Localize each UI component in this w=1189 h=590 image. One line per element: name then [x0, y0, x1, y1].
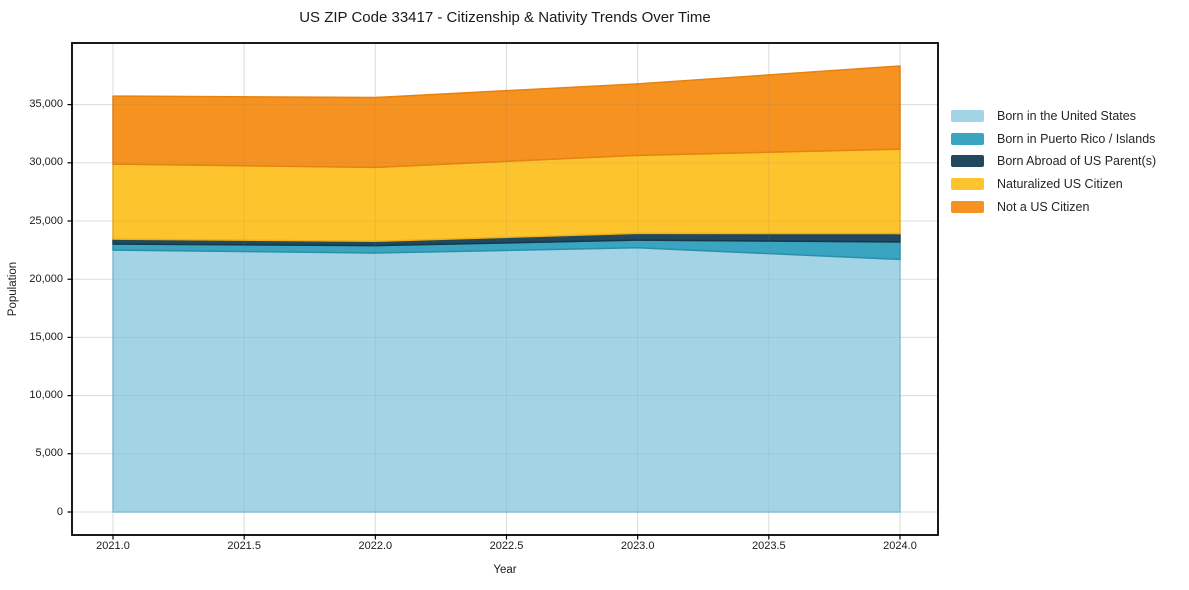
- x-tick-label: 2021.5: [227, 540, 261, 552]
- x-axis-title: Year: [493, 564, 517, 576]
- x-tick-label: 2022.5: [489, 540, 524, 552]
- legend-item: Not a US Citizen: [951, 195, 1156, 218]
- y-tick-label: 10,000: [29, 389, 63, 402]
- x-tick-label: 2022.0: [358, 540, 393, 552]
- legend-swatch: [951, 155, 984, 168]
- y-axis-title: Population: [7, 261, 19, 317]
- y-tick-label: 35,000: [29, 98, 63, 111]
- legend-label: Born in the United States: [997, 109, 1136, 124]
- y-tick-label: 30,000: [29, 156, 63, 169]
- legend: Born in the United States Born in Puerto …: [951, 105, 1156, 218]
- legend-item: Born Abroad of US Parent(s): [951, 150, 1156, 173]
- legend-label: Naturalized US Citizen: [997, 177, 1123, 192]
- legend-swatch: [951, 178, 984, 191]
- legend-swatch: [951, 132, 984, 145]
- x-tick-label: 2024.0: [883, 540, 917, 552]
- x-tick-label: 2023.5: [752, 540, 786, 552]
- chart-title: US ZIP Code 33417 - Citizenship & Nativi…: [299, 9, 711, 26]
- stacked-area-4: [112, 65, 901, 169]
- legend-item: Born in Puerto Rico / Islands: [951, 128, 1156, 151]
- x-tick-label: 2023.0: [620, 540, 655, 552]
- x-tick-label: 2021.0: [96, 540, 130, 552]
- legend-label: Not a US Citizen: [997, 199, 1090, 214]
- legend-label: Born Abroad of US Parent(s): [997, 154, 1157, 169]
- y-tick-label: 15,000: [29, 330, 63, 343]
- legend-item: Born in the United States: [951, 105, 1156, 128]
- y-tick-label: 0: [56, 505, 63, 518]
- legend-swatch: [951, 200, 984, 213]
- y-tick-label: 25,000: [29, 214, 63, 227]
- y-tick-label: 20,000: [29, 272, 63, 285]
- plot-border: [71, 42, 939, 536]
- legend-item: Naturalized US Citizen: [951, 173, 1156, 196]
- legend-swatch: [951, 110, 984, 123]
- legend-label: Born in Puerto Rico / Islands: [997, 131, 1156, 146]
- y-tick-label: 5,000: [35, 447, 63, 460]
